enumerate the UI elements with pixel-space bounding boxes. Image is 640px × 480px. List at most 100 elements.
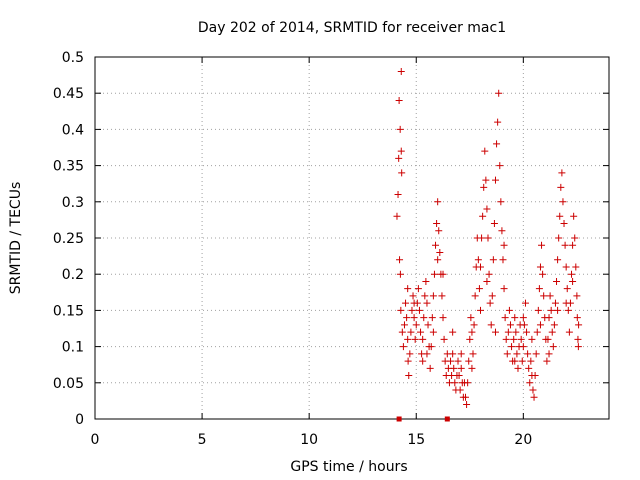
x-tick-label: 5 [198, 432, 207, 448]
data-point [543, 357, 551, 365]
data-point [551, 299, 559, 307]
data-point [429, 328, 437, 336]
data-point [435, 227, 443, 235]
data-point [395, 96, 403, 104]
y-axis-label: SRMTID / TECUs [8, 182, 24, 295]
data-point [486, 299, 494, 307]
data-point [432, 241, 440, 249]
data-point [433, 220, 441, 228]
data-point [565, 328, 573, 336]
data-point [501, 314, 509, 322]
data-point [497, 198, 505, 206]
data-point [561, 241, 569, 249]
data-point [405, 372, 413, 380]
data-point [423, 350, 431, 358]
data-point [399, 343, 407, 351]
data-point [553, 277, 561, 285]
data-point [434, 198, 442, 206]
data-point [478, 234, 486, 242]
data-point [477, 263, 484, 271]
data-point [422, 277, 430, 285]
data-point [514, 364, 522, 372]
x-tick-label: 20 [514, 432, 532, 448]
data-point [464, 379, 472, 387]
data-point [511, 357, 519, 365]
x-tick-label: 15 [407, 432, 425, 448]
data-point [471, 292, 479, 300]
data-point [480, 183, 488, 191]
data-point [500, 241, 508, 249]
data-point [544, 335, 552, 343]
data-point [538, 241, 546, 249]
data-point [449, 350, 457, 358]
data-point [468, 328, 476, 336]
data-point [496, 162, 504, 170]
data-point [404, 285, 412, 293]
data-point [414, 285, 422, 293]
data-point [436, 248, 444, 256]
data-point [396, 270, 404, 278]
data-point [479, 212, 487, 220]
data-point [519, 314, 527, 322]
x-axis-label: GPS time / hours [290, 459, 407, 475]
data-point [568, 270, 576, 278]
data-point [511, 314, 519, 322]
data-point [434, 256, 442, 264]
data-point [533, 328, 541, 336]
data-point [574, 335, 582, 343]
data-point [483, 205, 491, 213]
data-point [428, 314, 436, 322]
data-point [455, 372, 463, 380]
zero-value-marker [396, 416, 402, 422]
data-point [536, 321, 544, 329]
data-point [477, 306, 484, 314]
y-tick-label: 0.25 [53, 231, 84, 247]
data-point [483, 277, 491, 285]
data-point [467, 314, 475, 322]
y-tick-label: 0.5 [62, 50, 84, 66]
data-point [426, 364, 434, 372]
data-point [557, 183, 565, 191]
data-point [530, 393, 538, 401]
data-point [408, 306, 416, 314]
data-point [466, 335, 474, 343]
data-point [559, 198, 567, 206]
data-point [575, 321, 583, 329]
axis-ticks: 0 0.05 0.1 0.15 0.2 0.25 0.3 0.35 0.4 0.45 0.5 0 5 10… [53, 50, 609, 448]
data-point [493, 140, 501, 148]
data-point [465, 357, 473, 365]
x-tick-label: 0 [91, 432, 100, 448]
data-point [573, 292, 581, 300]
data-point [512, 328, 520, 336]
data-point [491, 176, 499, 184]
data-point [450, 364, 458, 372]
data-point [420, 314, 428, 322]
data-point [550, 321, 558, 329]
data-point [403, 314, 411, 322]
data-point [562, 299, 570, 307]
data-point [394, 191, 402, 199]
data-point [573, 314, 581, 322]
data-point [395, 154, 403, 162]
data-point [396, 125, 404, 133]
data-point [546, 292, 554, 300]
data-point [532, 350, 540, 358]
data-point [398, 328, 406, 336]
data-point [504, 328, 512, 336]
data-point [421, 292, 429, 300]
zero-value-marker [444, 416, 450, 422]
data-point [411, 335, 419, 343]
data-point [555, 234, 563, 242]
data-point [439, 270, 447, 278]
chart-title: Day 202 of 2014, SRMTID for receiver mac… [198, 20, 506, 36]
data-point [526, 379, 534, 387]
data-point [569, 241, 577, 249]
data-point [556, 212, 564, 220]
data-point [554, 306, 562, 314]
data-point [404, 335, 412, 343]
data-point [438, 292, 446, 300]
data-point [549, 343, 557, 351]
data-point [415, 306, 423, 314]
data-point [410, 299, 418, 307]
data-point [429, 292, 437, 300]
